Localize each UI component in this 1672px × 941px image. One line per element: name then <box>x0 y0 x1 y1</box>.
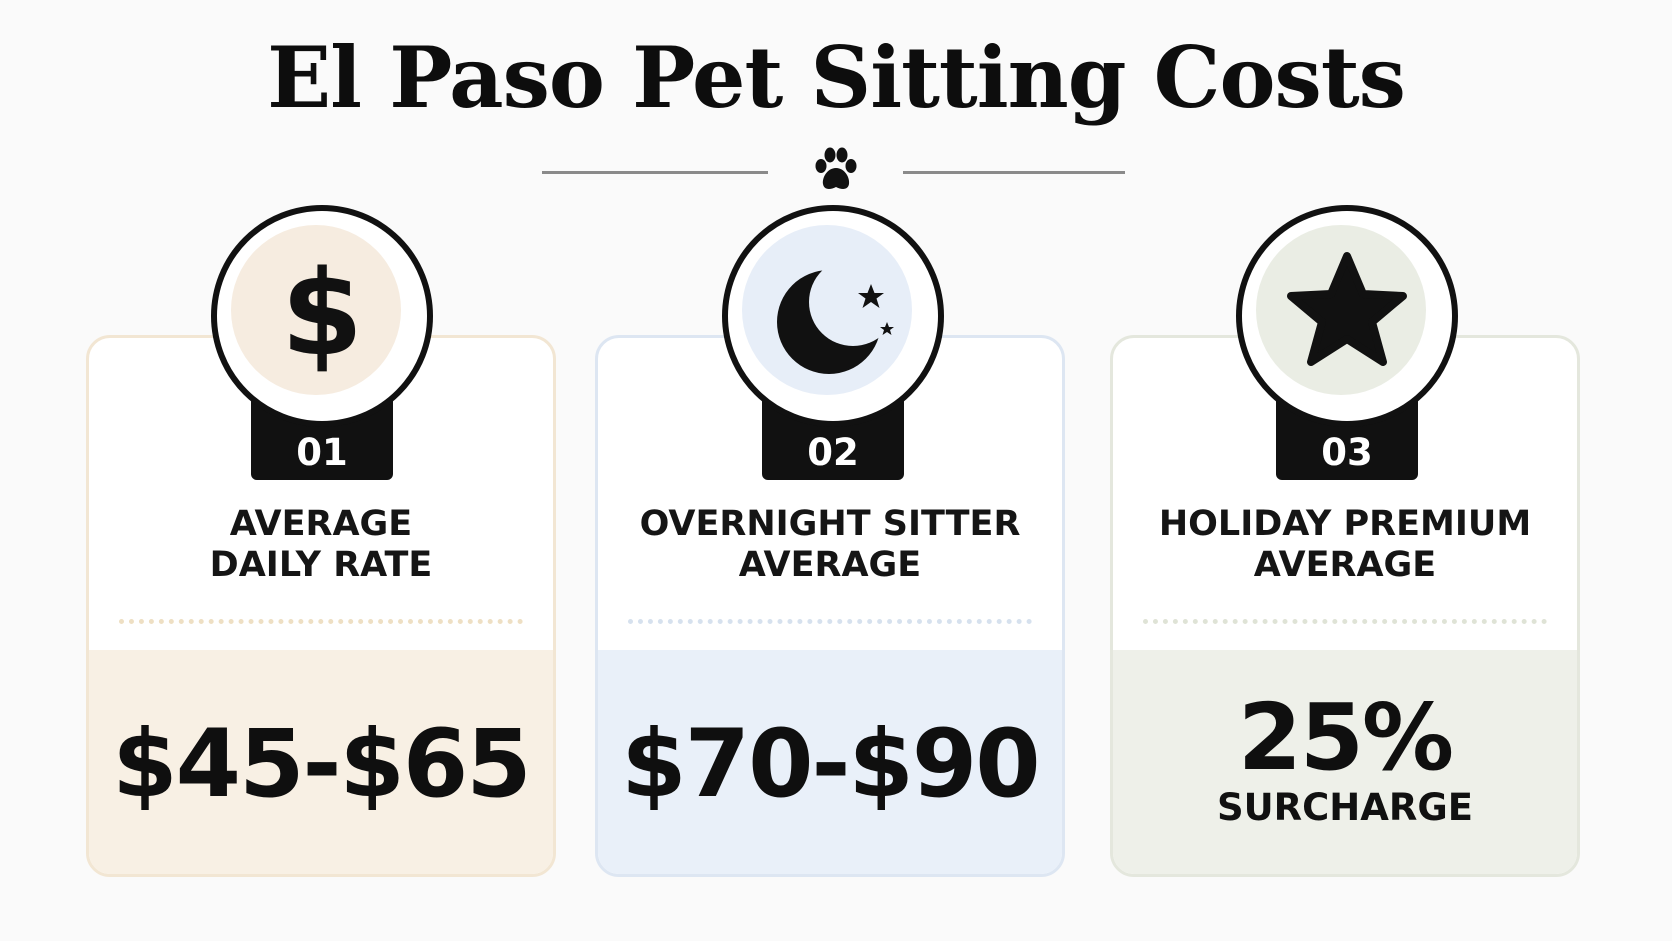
card-value: 25% <box>1237 684 1454 791</box>
badge-02: 02 <box>722 205 944 480</box>
card-label-line: DAILY RATE <box>209 545 433 585</box>
dotted-separator <box>119 619 523 624</box>
card-label: AVERAGE DAILY RATE <box>89 504 553 586</box>
paw-icon <box>815 147 857 189</box>
dotted-separator <box>1143 619 1547 624</box>
dollar-icon: $ <box>281 244 363 382</box>
title-divider-left <box>542 171 768 174</box>
cost-card-overnight: OVERNIGHT SITTER AVERAGE $70-$90 <box>595 335 1065 877</box>
card-label: OVERNIGHT SITTER AVERAGE <box>598 504 1062 586</box>
card-label-line: AVERAGE <box>1253 545 1437 585</box>
badge-number: 03 <box>1321 431 1373 474</box>
title-divider-right <box>903 171 1125 174</box>
badge-circle-fill <box>231 225 401 395</box>
card-label: HOLIDAY PREMIUM AVERAGE <box>1113 504 1577 586</box>
card-value: $70-$90 <box>621 710 1040 819</box>
badge-number: 02 <box>807 431 859 474</box>
card-value-sublabel: SURCHARGE <box>1216 786 1474 829</box>
card-value-panel <box>89 650 553 874</box>
moon-stars-icon <box>777 270 894 374</box>
card-value-panel <box>1113 650 1577 874</box>
card-label-line: OVERNIGHT SITTER <box>639 504 1021 544</box>
badge-01: $ 01 <box>211 205 433 480</box>
dotted-separator <box>628 619 1032 624</box>
badge-03: 03 <box>1236 205 1458 480</box>
card-label-line: AVERAGE <box>738 545 922 585</box>
page-title: El Paso Pet Sitting Costs <box>267 28 1406 127</box>
star-icon <box>1287 252 1407 366</box>
badge-number: 01 <box>296 431 348 474</box>
cost-card-holiday: HOLIDAY PREMIUM AVERAGE 25% SURCHARGE <box>1110 335 1580 877</box>
card-value-panel <box>598 650 1062 874</box>
card-label-line: HOLIDAY PREMIUM <box>1158 504 1532 544</box>
card-value: $45-$65 <box>112 710 531 819</box>
card-label-line: AVERAGE <box>229 504 413 544</box>
svg-text:$: $ <box>281 244 363 382</box>
